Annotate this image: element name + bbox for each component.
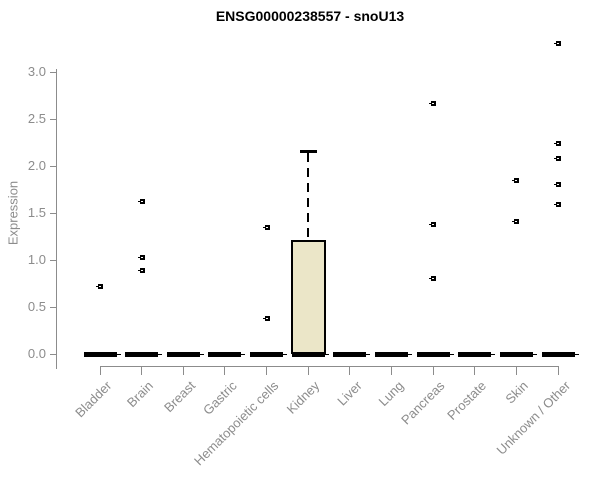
x-tick bbox=[557, 367, 559, 375]
median-bar-tail bbox=[448, 354, 454, 355]
median-bar-tail bbox=[406, 354, 412, 355]
x-axis-label: Unknown / Other bbox=[493, 378, 573, 458]
x-axis-line bbox=[99, 366, 559, 367]
median-bar-tail bbox=[198, 354, 204, 355]
median-bar bbox=[416, 352, 450, 357]
median-bar-tail bbox=[365, 354, 371, 355]
y-tick-label: 2.5 bbox=[27, 111, 46, 126]
median-bar-tail bbox=[531, 354, 537, 355]
x-tick bbox=[99, 367, 101, 375]
x-axis-label: Breast bbox=[160, 378, 198, 416]
median-bar bbox=[541, 352, 575, 357]
y-tick bbox=[50, 119, 57, 120]
outlier-point bbox=[554, 201, 562, 207]
median-bar-tail bbox=[573, 354, 579, 355]
outlier-point bbox=[137, 255, 145, 261]
median-bar bbox=[125, 352, 159, 357]
y-tick bbox=[50, 260, 57, 261]
x-axis-label: Skin bbox=[502, 378, 532, 407]
x-tick bbox=[474, 367, 476, 375]
outlier-point bbox=[262, 225, 270, 231]
median-bar bbox=[499, 352, 533, 357]
y-tick bbox=[50, 354, 57, 355]
y-tick bbox=[50, 307, 57, 308]
median-bar-tail bbox=[282, 354, 288, 355]
outlier-point bbox=[429, 275, 437, 281]
outlier-point bbox=[512, 178, 520, 184]
y-axis-line bbox=[56, 69, 57, 369]
x-tick bbox=[515, 367, 517, 375]
y-tick bbox=[50, 213, 57, 214]
median-bar bbox=[374, 352, 408, 357]
median-bar-tail bbox=[157, 354, 163, 355]
y-tick bbox=[50, 72, 57, 73]
x-axis-label: Lung bbox=[375, 378, 407, 410]
median-bar bbox=[333, 352, 367, 357]
median-bar bbox=[166, 352, 200, 357]
x-axis-label: Liver bbox=[333, 378, 365, 409]
x-axis-label: Pancreas bbox=[398, 378, 448, 428]
median-bar bbox=[458, 352, 492, 357]
whisker-cap bbox=[299, 149, 317, 153]
x-axis-label: Brain bbox=[124, 378, 157, 411]
median-bar-tail bbox=[323, 354, 329, 355]
y-tick bbox=[50, 166, 57, 167]
x-tick bbox=[349, 367, 351, 375]
outlier-point bbox=[512, 219, 520, 225]
outlier-point bbox=[137, 198, 145, 204]
median-bar-tail bbox=[115, 354, 121, 355]
x-axis-label: Bladder bbox=[72, 378, 115, 421]
y-tick-label: 3.0 bbox=[27, 64, 46, 79]
x-tick bbox=[224, 367, 226, 375]
x-tick bbox=[390, 367, 392, 375]
chart-title: ENSG00000238557 - snoU13 bbox=[215, 8, 405, 24]
outlier-point bbox=[137, 268, 145, 274]
median-bar bbox=[250, 352, 284, 357]
median-bar bbox=[208, 352, 242, 357]
whisker bbox=[307, 152, 310, 241]
y-tick-label: 0.5 bbox=[27, 299, 46, 314]
x-axis-label: Gastric bbox=[199, 378, 240, 418]
outlier-point bbox=[554, 40, 562, 46]
outlier-point bbox=[554, 155, 562, 161]
x-axis-label: Kidney bbox=[284, 378, 323, 417]
x-tick bbox=[307, 367, 309, 375]
x-axis-label: Prostate bbox=[444, 378, 490, 423]
median-bar bbox=[291, 352, 325, 357]
x-tick bbox=[266, 367, 268, 375]
outlier-point bbox=[262, 316, 270, 322]
x-tick bbox=[432, 367, 434, 375]
outlier-point bbox=[429, 101, 437, 107]
y-tick-label: 1.5 bbox=[27, 205, 46, 220]
outlier-point bbox=[429, 222, 437, 228]
y-tick-label: 0.0 bbox=[27, 346, 46, 361]
box bbox=[290, 240, 326, 354]
outlier-point bbox=[96, 284, 103, 290]
median-bar bbox=[83, 352, 117, 357]
x-tick bbox=[141, 367, 143, 375]
y-tick-label: 1.0 bbox=[27, 252, 46, 267]
median-bar-tail bbox=[490, 354, 496, 355]
outlier-point bbox=[554, 181, 562, 187]
median-bar-tail bbox=[240, 354, 246, 355]
outlier-point bbox=[554, 140, 562, 146]
y-tick-label: 2.0 bbox=[27, 158, 46, 173]
x-tick bbox=[182, 367, 184, 375]
